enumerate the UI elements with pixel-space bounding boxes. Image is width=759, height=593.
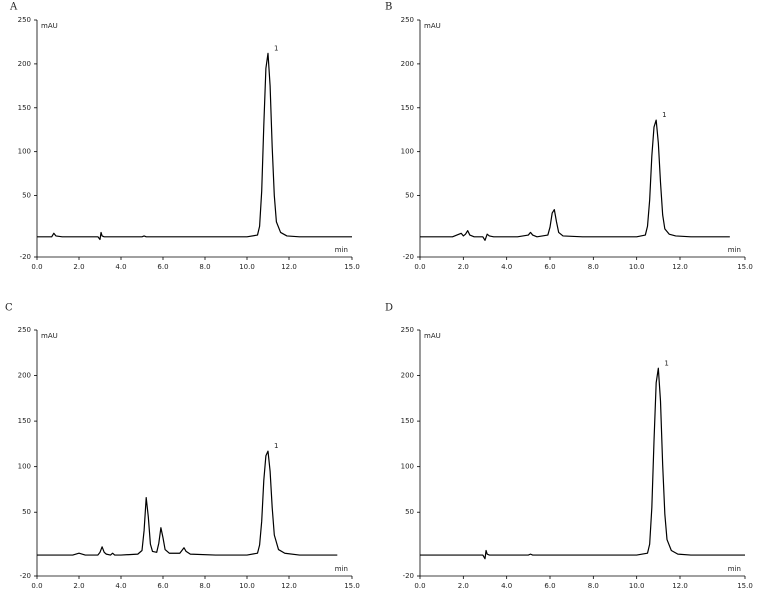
signal-line (37, 450, 338, 556)
x-axis-label: min (335, 246, 348, 254)
peak-annotation: 1 (274, 44, 278, 52)
x-tick-label: 10.0 (239, 263, 255, 271)
y-tick-label: 250 (401, 326, 414, 334)
y-tick-label: 100 (18, 148, 31, 156)
panel-label: B (385, 2, 392, 13)
y-tick-label: 100 (401, 463, 414, 471)
x-tick-label: 2.0 (458, 263, 469, 271)
signal-line (420, 119, 730, 241)
x-tick-label: 2.0 (73, 582, 84, 589)
x-tick-label: 12.0 (281, 582, 297, 589)
y-tick-label: 150 (18, 104, 31, 112)
y-tick-label: -20 (403, 572, 414, 580)
x-tick-label: 12.0 (672, 582, 688, 589)
y-tick-label: 250 (18, 326, 31, 334)
x-tick-label: 6.0 (544, 263, 555, 271)
x-tick-label: 4.0 (115, 582, 126, 589)
x-tick-label: 0.0 (414, 263, 425, 271)
x-tick-label: 8.0 (199, 263, 210, 271)
x-tick-label: 8.0 (588, 263, 599, 271)
y-tick-label: 100 (401, 148, 414, 156)
x-tick-label: 10.0 (629, 263, 645, 271)
panel-label: C (5, 303, 13, 314)
x-tick-label: 15.0 (344, 263, 360, 271)
y-axis-label: mAU (41, 22, 58, 30)
x-axis-label: min (335, 565, 348, 573)
x-tick-label: 0.0 (31, 582, 42, 589)
y-axis-label: mAU (424, 332, 441, 340)
x-tick-label: 0.0 (31, 263, 42, 271)
x-tick-label: 4.0 (115, 263, 126, 271)
y-tick-label: 250 (18, 16, 31, 24)
x-tick-label: 15.0 (344, 582, 360, 589)
y-tick-label: -20 (20, 572, 31, 580)
x-tick-label: 2.0 (73, 263, 84, 271)
x-tick-label: 15.0 (737, 263, 753, 271)
x-axis-label: min (728, 246, 741, 254)
signal-line (37, 52, 352, 241)
x-tick-label: 10.0 (629, 582, 645, 589)
y-tick-label: 150 (401, 417, 414, 425)
y-tick-label: 50 (405, 192, 414, 200)
x-tick-label: 4.0 (501, 263, 512, 271)
y-tick-label: -20 (403, 253, 414, 261)
x-tick-label: 10.0 (239, 582, 255, 589)
peak-annotation: 1 (274, 442, 278, 450)
y-tick-label: 200 (401, 60, 414, 68)
x-tick-label: 15.0 (737, 582, 753, 589)
panel-label: D (385, 303, 393, 314)
x-tick-label: 12.0 (672, 263, 688, 271)
x-tick-label: 6.0 (157, 263, 168, 271)
x-tick-label: 4.0 (501, 582, 512, 589)
y-tick-label: 250 (401, 16, 414, 24)
y-tick-label: 50 (22, 192, 31, 200)
x-tick-label: 6.0 (544, 582, 555, 589)
y-tick-label: 50 (22, 508, 31, 516)
x-tick-label: 8.0 (199, 582, 210, 589)
peak-annotation: 1 (664, 359, 668, 367)
x-tick-label: 12.0 (281, 263, 297, 271)
y-tick-label: 150 (18, 417, 31, 425)
y-tick-label: 50 (405, 508, 414, 516)
y-tick-label: 100 (18, 463, 31, 471)
y-tick-label: 150 (401, 104, 414, 112)
x-tick-label: 0.0 (414, 582, 425, 589)
x-tick-label: 8.0 (588, 582, 599, 589)
peak-annotation: 1 (662, 111, 666, 119)
y-tick-label: 200 (18, 372, 31, 380)
y-tick-label: 200 (401, 372, 414, 380)
y-axis-label: mAU (41, 332, 58, 340)
x-tick-label: 6.0 (157, 582, 168, 589)
panel-label: A (9, 2, 18, 13)
signal-line (420, 367, 745, 560)
y-axis-label: mAU (424, 22, 441, 30)
y-tick-label: 200 (18, 60, 31, 68)
y-tick-label: -20 (20, 253, 31, 261)
x-axis-label: min (728, 565, 741, 573)
x-tick-label: 2.0 (458, 582, 469, 589)
